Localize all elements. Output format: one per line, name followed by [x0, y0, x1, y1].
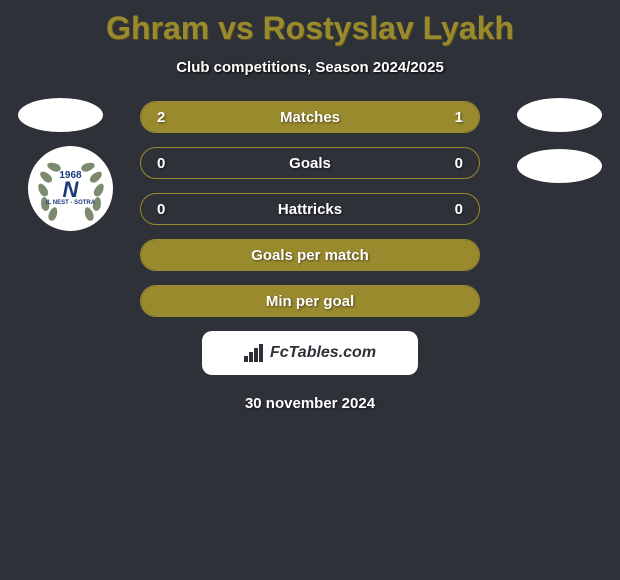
stat-value-right: 0 [455, 201, 463, 218]
badge-letter: N [46, 181, 95, 199]
stat-value-left: 2 [157, 109, 165, 126]
brand-text: FcTables.com [270, 344, 376, 362]
stat-row-goals: 0 Goals 0 [140, 147, 480, 179]
stat-value-right: 1 [455, 109, 463, 126]
stat-value-right: 0 [455, 155, 463, 172]
club-badge: 1968 N IL NEST - SOTRA [28, 146, 113, 231]
stat-row-min-per-goal: Min per goal [140, 285, 480, 317]
comparison-content: 1968 N IL NEST - SOTRA 2 Matches 1 0 Goa… [0, 101, 620, 412]
stat-label: Goals per match [251, 247, 369, 264]
stat-row-goals-per-match: Goals per match [140, 239, 480, 271]
stat-value-left: 0 [157, 201, 165, 218]
badge-name: IL NEST - SOTRA [46, 199, 95, 207]
chart-icon [244, 344, 266, 362]
subtitle: Club competitions, Season 2024/2025 [0, 59, 620, 76]
stat-label: Hattricks [278, 201, 342, 218]
stat-row-matches: 2 Matches 1 [140, 101, 480, 133]
player-avatar-right [517, 98, 602, 132]
stat-label: Min per goal [266, 293, 354, 310]
stats-container: 2 Matches 1 0 Goals 0 0 Hattricks 0 Goal… [140, 101, 480, 317]
stat-value-left: 0 [157, 155, 165, 172]
stat-row-hattricks: 0 Hattricks 0 [140, 193, 480, 225]
date-text: 30 november 2024 [0, 395, 620, 412]
brand-box[interactable]: FcTables.com [202, 331, 418, 375]
stat-label: Matches [280, 109, 340, 126]
player-avatar-right-2 [517, 149, 602, 183]
page-title: Ghram vs Rostyslav Lyakh [0, 0, 620, 47]
stat-label: Goals [289, 155, 331, 172]
player-avatar-left [18, 98, 103, 132]
